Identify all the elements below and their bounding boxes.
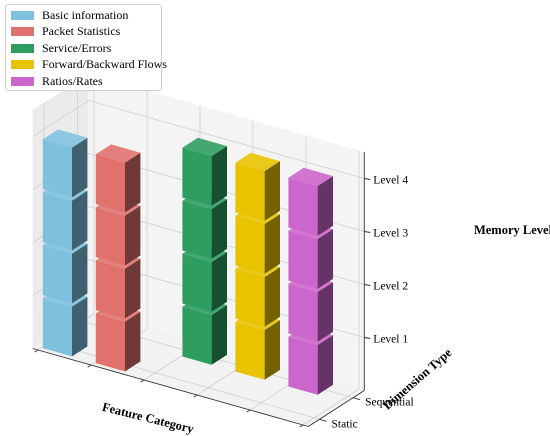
legend-item: Basic information (11, 7, 161, 24)
legend-label: Ratios/Rates (42, 73, 103, 88)
z-tick-label: Level 3 (373, 228, 408, 240)
legend: Basic information Packet Statistics Servic… (5, 4, 167, 91)
tick-labels: Level 1 Level 2 Level 3 Level 4 Static Sequen… (332, 175, 414, 431)
z-tick-label: Level 1 (373, 334, 408, 346)
bar-block-side (125, 258, 141, 319)
bar-block-top (182, 137, 227, 156)
bar-block (288, 230, 318, 289)
legend-swatch (11, 43, 34, 53)
bar-block-side (125, 152, 141, 213)
bar-block-side (211, 305, 227, 365)
bar-block-side (125, 205, 141, 266)
bar-block-top (95, 144, 141, 163)
z-tick (364, 284, 371, 286)
bar-block (182, 147, 212, 206)
legend-item: Packet Statistics (11, 24, 161, 41)
legend-swatch (11, 10, 34, 20)
legend-swatch (11, 76, 34, 86)
bar-block (95, 260, 125, 319)
legend-item: Ratios/Rates (11, 73, 161, 90)
y-tick (352, 397, 361, 401)
x-tick (140, 379, 145, 383)
bar-block-side (317, 176, 333, 236)
legend-label: Packet Statistics (42, 24, 121, 39)
z-gridline (32, 100, 365, 179)
bar-block (95, 154, 125, 213)
bar-block-side (264, 161, 280, 221)
bar-block (235, 268, 265, 327)
bar-block (182, 253, 212, 312)
x-tick (246, 409, 251, 413)
y-tick (319, 418, 327, 422)
bar-block-side (72, 243, 88, 304)
z-tick (364, 231, 371, 233)
bar-stack (42, 129, 88, 357)
legend-label: Forward/Backward Flows (42, 57, 167, 72)
bar-block (288, 283, 318, 342)
bar-block-side (264, 267, 280, 327)
bar-block (95, 313, 125, 372)
bar-block-top (235, 152, 280, 171)
legend-swatch (11, 27, 34, 37)
bar-block-side (211, 146, 227, 206)
bar-stack (288, 167, 333, 395)
legend-item: Service/Errors (11, 40, 161, 57)
z-tick (364, 178, 371, 180)
bar-block (288, 177, 318, 236)
bar-block (42, 298, 72, 357)
bar-block (182, 306, 212, 365)
x-tick (193, 394, 198, 398)
bar-block-top (42, 129, 88, 148)
bar-block-side (211, 199, 227, 259)
bar-block-side (72, 190, 88, 251)
bar-block (235, 215, 265, 274)
bar-stack (235, 152, 280, 380)
bar-block (42, 245, 72, 304)
y-axis-line (308, 390, 365, 427)
bar-block-side (125, 311, 141, 372)
bar-block (182, 200, 212, 259)
bar-block (288, 336, 318, 395)
y-axis-label: Dimension Type (380, 345, 454, 412)
x-axis-label: Feature Category (101, 400, 196, 436)
bar-block (42, 139, 72, 198)
bar-block-side (264, 214, 280, 274)
x-tick (34, 349, 39, 353)
bar-block-side (264, 320, 280, 380)
y-tick-label: Sequential (365, 397, 414, 409)
z-tick-label: Level 4 (373, 175, 408, 187)
bar-block-side (72, 137, 88, 198)
legend-label: Basic information (42, 7, 129, 22)
bar-block-side (211, 252, 227, 312)
bar-block (235, 321, 265, 380)
axis-lines (32, 152, 371, 428)
x-tick (87, 364, 92, 368)
bar-stack (182, 137, 227, 365)
bar-stack (95, 144, 141, 372)
bar-block-side (317, 335, 333, 395)
legend-item: Forward/Backward Flows (11, 57, 167, 74)
bar-block-side (317, 229, 333, 289)
bars (42, 129, 333, 395)
x-tick (299, 424, 304, 428)
bar-block-side (72, 296, 88, 357)
bar-block-top (288, 167, 333, 186)
bar-block (42, 192, 72, 251)
legend-label: Service/Errors (42, 40, 112, 55)
legend-swatch (11, 60, 34, 70)
z-tick (364, 337, 371, 339)
z-tick-label: Level 2 (373, 281, 408, 293)
bar-block (235, 162, 265, 221)
x-axis-line (32, 348, 309, 427)
x-gridline (302, 150, 360, 426)
y-tick-label: Static (332, 418, 358, 430)
bar-block (95, 207, 125, 266)
bar-block-side (317, 282, 333, 342)
z-axis-label: Memory Level (474, 223, 550, 237)
